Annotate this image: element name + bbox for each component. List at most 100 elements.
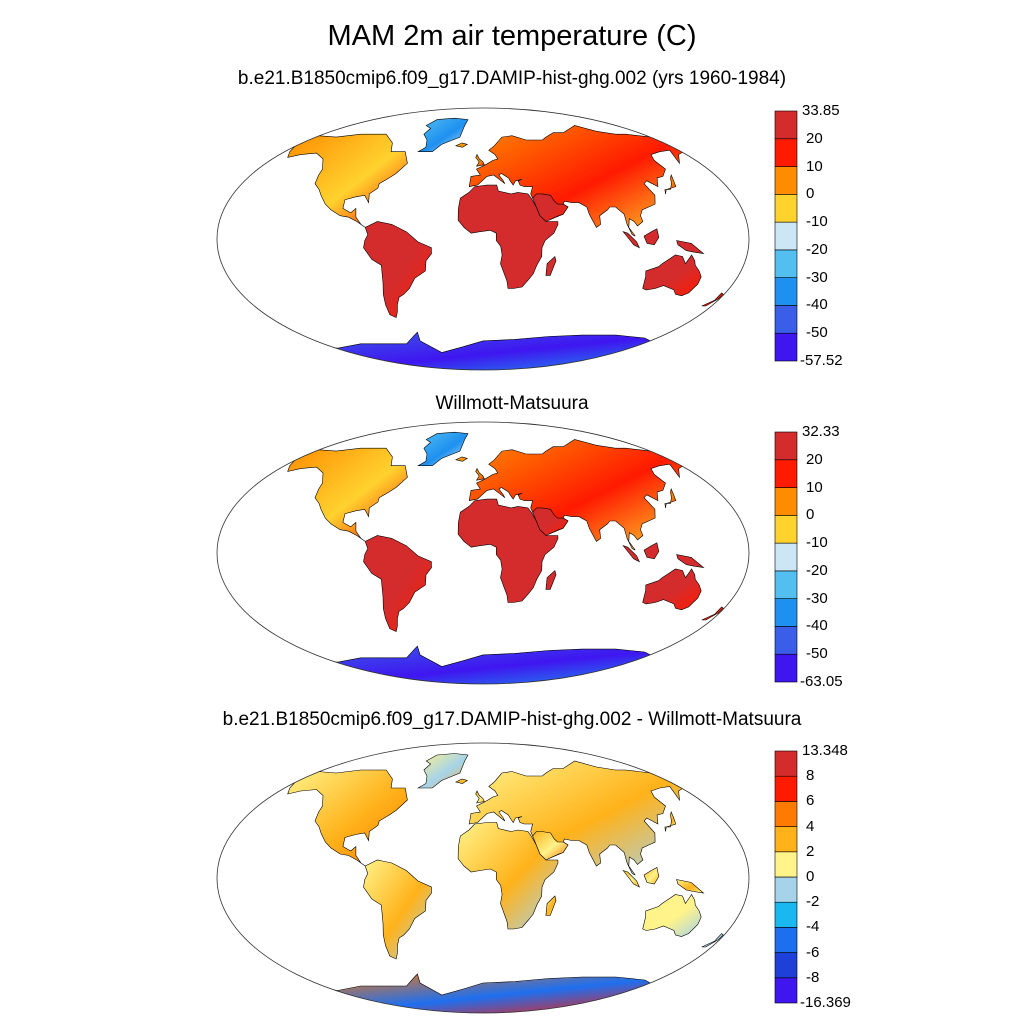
colorbar-swatch bbox=[774, 626, 798, 655]
africa-land bbox=[457, 822, 559, 930]
map-outline bbox=[216, 742, 750, 1014]
newzealand-land bbox=[701, 606, 724, 621]
newzealand-land bbox=[701, 933, 724, 948]
colorbar-swatch bbox=[774, 775, 798, 802]
colorbar-swatch bbox=[774, 487, 798, 516]
panel-2-map bbox=[216, 421, 750, 685]
colorbar-swatch bbox=[774, 653, 798, 683]
colorbar-label: 8 bbox=[806, 767, 815, 785]
eurasia-land bbox=[468, 125, 685, 237]
colorbar-swatch bbox=[774, 166, 798, 195]
colorbar-label: -50 bbox=[806, 324, 828, 342]
colorbar-label: -8 bbox=[806, 968, 820, 986]
panel-2-title: Willmott-Matsuura bbox=[435, 393, 589, 414]
colorbar-swatch bbox=[774, 826, 798, 853]
north-america-land bbox=[287, 447, 408, 542]
colorbar-swatch bbox=[774, 221, 798, 251]
africa-land bbox=[457, 498, 559, 603]
colorbar-label: -30 bbox=[806, 589, 828, 607]
madagascar-land bbox=[545, 569, 557, 590]
figure-title: MAM 2m air temperature (C) bbox=[327, 20, 697, 52]
south-america-land bbox=[363, 535, 432, 633]
colorbar-label: 10 bbox=[806, 157, 823, 175]
colorbar-label: 32.33 bbox=[802, 423, 840, 440]
iceland-land bbox=[454, 456, 469, 462]
colorbar-swatch bbox=[774, 598, 798, 627]
colorbar-swatch bbox=[774, 431, 798, 461]
borneo-land bbox=[643, 867, 660, 885]
panel-3-map bbox=[216, 742, 750, 1014]
borneo-land bbox=[643, 542, 660, 560]
japan-land bbox=[664, 488, 677, 508]
sumatra-land bbox=[622, 869, 641, 888]
colorbar-swatch bbox=[774, 851, 798, 878]
north-america-land bbox=[287, 133, 408, 228]
colorbar-label: -10 bbox=[806, 213, 828, 231]
colorbar-swatch bbox=[774, 876, 798, 903]
antarctica-land bbox=[294, 973, 665, 1013]
antarctica-land bbox=[294, 645, 665, 684]
panel-1-map bbox=[216, 107, 750, 371]
colorbar-label: -16.369 bbox=[800, 994, 851, 1011]
colorbar-label: 33.85 bbox=[802, 102, 840, 119]
japan-land bbox=[664, 174, 677, 194]
arabia-land bbox=[532, 507, 569, 536]
newguinea-land bbox=[676, 554, 705, 569]
south-america-land bbox=[363, 221, 432, 319]
africa-land bbox=[457, 184, 559, 289]
australia-land bbox=[642, 568, 702, 611]
colorbar-swatch bbox=[774, 305, 798, 334]
colorbar-swatch bbox=[774, 927, 798, 953]
iceland-land bbox=[454, 142, 469, 148]
north-america-land bbox=[287, 769, 408, 867]
colorbar-label: 6 bbox=[806, 792, 815, 810]
colorbar-label: 4 bbox=[806, 817, 815, 835]
colorbar-label: -2 bbox=[806, 893, 820, 911]
australia-land bbox=[642, 254, 702, 297]
colorbar-swatch bbox=[774, 952, 798, 979]
colorbar-label: -4 bbox=[806, 918, 820, 936]
newguinea-land bbox=[676, 240, 705, 255]
colorbar-label: -50 bbox=[806, 645, 828, 663]
colorbar-label: -40 bbox=[806, 617, 828, 635]
colorbar-label: 0 bbox=[806, 185, 815, 203]
britain-land bbox=[475, 790, 485, 804]
panel-2-colorbar: 32.33 20 10 0 -10 -20 -30 -40 -50 -63.05 bbox=[774, 423, 894, 690]
colorbar-label: -57.52 bbox=[800, 352, 843, 369]
colorbar-swatch bbox=[774, 801, 798, 827]
south-america-land bbox=[363, 859, 432, 960]
colorbar-label: -20 bbox=[806, 240, 828, 258]
arabia-land bbox=[532, 831, 569, 861]
britain-land bbox=[475, 153, 485, 167]
colorbar-swatch bbox=[774, 750, 798, 777]
madagascar-land bbox=[545, 895, 557, 916]
colorbar-label: -40 bbox=[806, 296, 828, 314]
map-outline bbox=[216, 107, 750, 371]
colorbar-swatch bbox=[774, 110, 798, 140]
colorbar-label: -6 bbox=[806, 943, 820, 961]
colorbar-label: -63.05 bbox=[800, 673, 843, 690]
panel-3-colorbar: 13.348 8 6 4 2 0 -2 -4 -6 -8 -16.369 bbox=[774, 742, 894, 1011]
colorbar-swatch bbox=[774, 249, 798, 278]
iceland-land bbox=[455, 778, 469, 784]
madagascar-land bbox=[545, 255, 557, 276]
colorbar-swatch bbox=[774, 459, 798, 488]
sumatra-land bbox=[622, 545, 641, 563]
colorbar-swatch bbox=[774, 901, 798, 928]
colorbar-label: -10 bbox=[806, 534, 828, 552]
colorbar-swatch bbox=[774, 515, 798, 544]
colorbar-label: 0 bbox=[806, 868, 815, 885]
newguinea-land bbox=[676, 879, 705, 894]
colorbar-label: 13.348 bbox=[802, 742, 848, 759]
antarctica-land bbox=[294, 331, 665, 370]
britain-land bbox=[475, 467, 485, 481]
colorbar-label: 20 bbox=[806, 450, 823, 468]
colorbar-swatch bbox=[774, 277, 798, 306]
arabia-land bbox=[532, 193, 569, 222]
colorbar-label: -20 bbox=[806, 561, 828, 579]
newzealand-land bbox=[701, 292, 724, 307]
greenland-land bbox=[417, 431, 469, 466]
sumatra-land bbox=[622, 231, 641, 249]
eurasia-land bbox=[468, 760, 685, 876]
colorbar-label: 0 bbox=[806, 506, 815, 524]
